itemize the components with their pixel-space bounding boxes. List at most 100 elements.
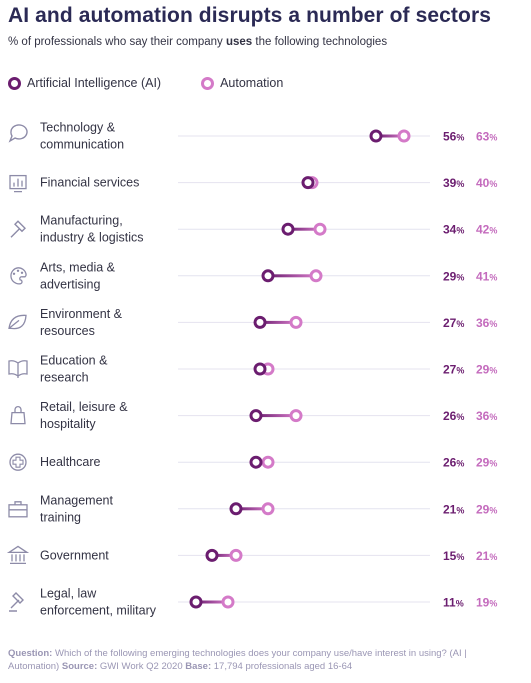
legend-item-automation: Automation (201, 76, 283, 90)
automation-point (289, 409, 303, 423)
chart-row: Government 15% 21% (6, 545, 497, 565)
automation-value-label: 29% (476, 456, 497, 470)
row-label: Financial services (40, 176, 139, 190)
row-label: advertising (40, 277, 100, 291)
automation-point (261, 502, 275, 516)
row-label: Healthcare (40, 455, 100, 469)
automation-value-label: 40% (476, 176, 497, 190)
row-label: research (40, 371, 89, 385)
row-label: Retail, leisure & (40, 400, 128, 414)
chart-row: Management training 21% 29% (8, 493, 497, 524)
connector-bar (212, 553, 236, 557)
chart-row: Technology & communication 56% 63% (8, 121, 497, 152)
chart-row: Education & research 27% 29% (8, 354, 497, 385)
automation-value-label: 63% (476, 130, 497, 144)
chart-subtitle: % of professionals who say their company… (8, 36, 388, 48)
automation-point (397, 129, 411, 143)
book-icon (8, 360, 28, 378)
chart-row: Retail, leisure & hospitality 26% 36% (10, 400, 497, 431)
automation-point (229, 548, 243, 562)
hammer-icon (10, 220, 26, 238)
legend-label-automation: Automation (220, 76, 284, 90)
row-label: Education & (40, 354, 108, 368)
ai-point (369, 129, 383, 143)
row-label: enforcement, military (40, 604, 157, 618)
automation-value-label: 42% (476, 223, 497, 237)
legend-item-ai: Artificial Intelligence (AI) (8, 76, 161, 90)
automation-value-label: 41% (476, 269, 497, 283)
source-label: Source: (61, 661, 98, 672)
shopping-bag-icon (10, 406, 26, 425)
ai-value-label: 29% (443, 269, 464, 283)
connector-bar (268, 274, 316, 278)
ai-value-label: 26% (443, 409, 464, 423)
chart-row: Healthcare 26% 29% (9, 453, 497, 471)
gavel-icon (9, 592, 24, 612)
connector-bar (376, 134, 404, 138)
chart-footer: Question: Which of the following emergin… (8, 647, 520, 673)
chat-bubble-icon (8, 124, 28, 143)
chart-row: Manufacturing, industry & logistics 34% 42% (10, 214, 497, 245)
legend-label-ai: Artificial Intelligence (AI) (27, 76, 162, 90)
row-label: communication (40, 138, 124, 152)
legend-marker-automation (201, 76, 215, 90)
row-label: training (40, 510, 81, 524)
automation-point (313, 222, 327, 236)
medical-cross-icon (9, 453, 27, 471)
chart-row: Arts, media & advertising 29% 41% (10, 260, 497, 291)
automation-value-label: 29% (476, 502, 497, 516)
automation-point (261, 455, 275, 469)
leaf-icon (8, 314, 27, 330)
ai-value-label: 15% (443, 549, 464, 563)
ai-point (249, 455, 263, 469)
automation-value-label: 21% (476, 549, 497, 563)
connector-bar (288, 227, 320, 231)
ai-value-label: 56% (443, 130, 464, 144)
ai-point (301, 176, 315, 190)
ai-value-label: 11% (443, 596, 464, 610)
chart-row: Financial services 39% 40% (9, 174, 497, 193)
ai-point (249, 409, 263, 423)
connector-bar (196, 600, 228, 604)
row-label: resources (40, 324, 95, 338)
base-text: 17,794 professionals aged 16-64 (211, 661, 353, 672)
row-label: Manufacturing, (40, 214, 123, 228)
ai-value-label: 26% (443, 456, 464, 470)
connector-bar (260, 320, 296, 324)
automation-point (309, 269, 323, 283)
palette-icon (10, 267, 27, 285)
source-text: GWI Work Q2 2020 (97, 661, 186, 672)
ai-point (281, 222, 295, 236)
base-label: Base: (185, 661, 212, 672)
dumbbell-chart: Technology & communication 56% 63% Financial… (6, 121, 497, 618)
automation-point (221, 595, 235, 609)
ai-point (205, 548, 219, 562)
question-text: Which of the following emerging technolo… (8, 648, 467, 672)
row-label: industry & logistics (40, 231, 144, 245)
row-label: Management (40, 493, 113, 507)
automation-value-label: 29% (476, 363, 497, 377)
question-label: Question: (8, 648, 53, 659)
row-label: Arts, media & (40, 260, 116, 274)
connector-bar (236, 507, 268, 511)
ai-point (253, 362, 267, 376)
ai-value-label: 34% (443, 223, 464, 237)
row-label: Government (40, 548, 109, 562)
legend: Artificial Intelligence (AI) Automation (8, 75, 323, 91)
ai-point (189, 595, 203, 609)
automation-value-label: 19% (476, 596, 497, 610)
automation-value-label: 36% (476, 409, 497, 423)
chart-row: Legal, law enforcement, military 11% 19% (9, 587, 497, 618)
automation-point (289, 315, 303, 329)
ai-value-label: 39% (443, 176, 464, 190)
briefcase-icon (8, 501, 28, 518)
ai-point (253, 315, 267, 329)
bar-chart-icon (9, 174, 27, 193)
chart-row: Environment & resources 27% 36% (8, 307, 497, 338)
automation-value-label: 36% (476, 316, 497, 330)
connector-bar (256, 414, 296, 418)
government-building-icon (6, 545, 30, 565)
row-label: Environment & (40, 307, 123, 321)
ai-point (229, 502, 243, 516)
ai-point (261, 269, 275, 283)
